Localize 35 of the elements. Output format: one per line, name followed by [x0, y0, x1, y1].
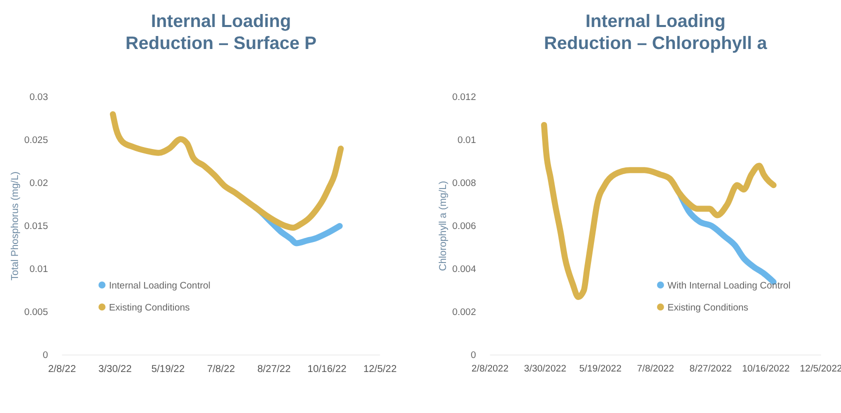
chart-title: Internal Loading Reduction – Chlorophyll a: [544, 11, 768, 53]
x-tick-label: 10/16/2022: [742, 364, 790, 375]
y-tick-label: 0.01: [30, 264, 48, 276]
legend-label: With Internal Loading Control: [668, 280, 791, 292]
legend-label: Internal Loading Control: [109, 280, 210, 292]
y-tick-label: 0.002: [452, 307, 476, 318]
x-tick-label: 3/30/22: [98, 364, 132, 376]
y-tick-label: 0: [42, 350, 48, 362]
x-tick-label: 2/8/2022: [472, 364, 508, 375]
y-tick-label: 0.004: [452, 264, 476, 276]
y-tick-label: 0.012: [452, 92, 476, 104]
legend-label: Existing Conditions: [109, 302, 190, 314]
y-tick-label: 0.008: [452, 178, 476, 190]
x-tick-label: 12/5/22: [363, 364, 398, 376]
x-tick-label: 7/8/22: [207, 364, 236, 376]
x-tick-label: 8/27/22: [257, 364, 292, 376]
y-tick-label: 0.03: [30, 92, 48, 104]
x-tick-label: 10/16/22: [308, 364, 347, 376]
x-tick-label: 7/8/2022: [637, 364, 674, 375]
y-axis-title: Chlorophyll a (mg/L): [438, 180, 449, 272]
y-tick-label: 0.015: [24, 221, 48, 232]
chart-title: Internal Loading Reduction – Surface P: [125, 11, 317, 53]
x-tick-label: 3/30/2022: [524, 364, 566, 375]
y-tick-label: 0.01: [458, 135, 476, 146]
x-tick-label: 2/8/22: [48, 364, 76, 376]
y-tick-label: 0: [470, 350, 476, 362]
legend-label: Existing Conditions: [668, 302, 749, 314]
y-tick-label: 0.006: [452, 221, 476, 232]
x-tick-label: 8/27/2022: [690, 364, 732, 375]
y-tick-label: 0.025: [24, 135, 48, 146]
x-tick-label: 5/19/2022: [579, 364, 622, 375]
x-tick-label: 5/19/22: [151, 364, 186, 376]
y-tick-label: 0.005: [24, 307, 48, 318]
y-tick-label: 0.02: [30, 178, 48, 190]
y-axis-title: Total Phosphorus (mg/L): [10, 172, 21, 280]
